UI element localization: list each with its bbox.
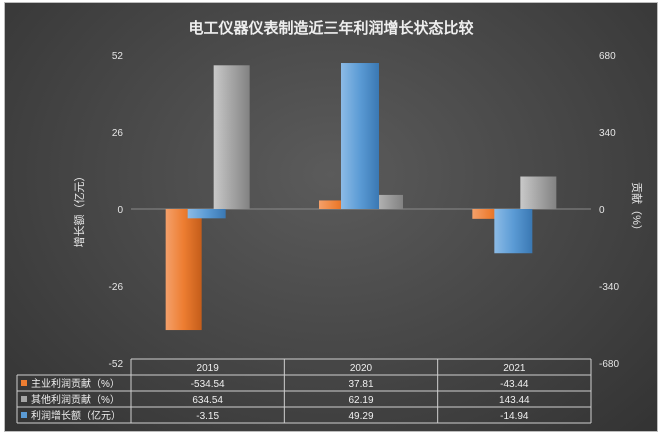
legend-label: 利润增长额（亿元） (31, 409, 121, 422)
bar-main (165, 209, 202, 331)
right-axis-ticks: 680 340 0 -340 -680 (599, 51, 619, 370)
legend-swatch (21, 412, 27, 418)
chart-canvas: 电工仪器仪表制造近三年利润增长状态比较 52 26 0 -26 -52 680 340 0 -… (16, 19, 644, 424)
chart-title: 电工仪器仪表制造近三年利润增长状态比较 (188, 19, 473, 37)
bar-growth (494, 209, 533, 254)
bar-other (213, 65, 250, 209)
table-cell: 37.81 (348, 379, 373, 390)
bar-main (472, 209, 509, 219)
bars-group (165, 63, 557, 331)
bar-other (520, 176, 557, 209)
right-tick-label: 680 (599, 51, 616, 62)
legend-swatch (21, 396, 27, 402)
table-header-2021: 2021 (503, 363, 526, 374)
bar-growth (187, 209, 226, 219)
table-cell: -534.54 (191, 379, 225, 390)
table-cell: -14.94 (500, 411, 529, 422)
table-header-2019: 2019 (197, 363, 220, 374)
left-axis-ticks: 52 26 0 -26 -52 (109, 51, 124, 370)
table-header-2020: 2020 (350, 363, 373, 374)
table-cell: 49.29 (348, 411, 373, 422)
left-tick-label: -52 (109, 359, 124, 370)
table-cell: -43.44 (500, 379, 529, 390)
left-tick-label: 26 (112, 128, 124, 139)
bar-growth (341, 63, 379, 209)
chart-frame: 电工仪器仪表制造近三年利润增长状态比较 52 26 0 -26 -52 680 340 0 -… (4, 2, 658, 432)
left-tick-label: -26 (109, 282, 124, 293)
right-tick-label: 340 (599, 128, 616, 139)
left-tick-label: 0 (117, 205, 123, 216)
table-cell: 143.44 (499, 395, 530, 406)
data-table: 2019 2020 2021 主业利润贡献（%） -534.54 37.81 -43.44 其… (16, 358, 592, 424)
table-cell: -3.15 (196, 411, 219, 422)
legend-label: 主业利润贡献（%） (31, 377, 120, 390)
right-tick-label: -680 (599, 359, 619, 370)
legend-label: 其他利润贡献（%） (31, 393, 120, 406)
table-cell: 62.19 (348, 395, 373, 406)
left-axis-title: 增长额（亿元） (72, 171, 86, 248)
right-axis-title: 贡献（%） (630, 182, 644, 236)
left-tick-label: 52 (112, 51, 124, 62)
right-tick-label: -340 (599, 282, 619, 293)
bar-main (319, 200, 355, 209)
legend-swatch (21, 380, 27, 386)
right-tick-label: 0 (599, 205, 605, 216)
table-cell: 634.54 (192, 395, 223, 406)
